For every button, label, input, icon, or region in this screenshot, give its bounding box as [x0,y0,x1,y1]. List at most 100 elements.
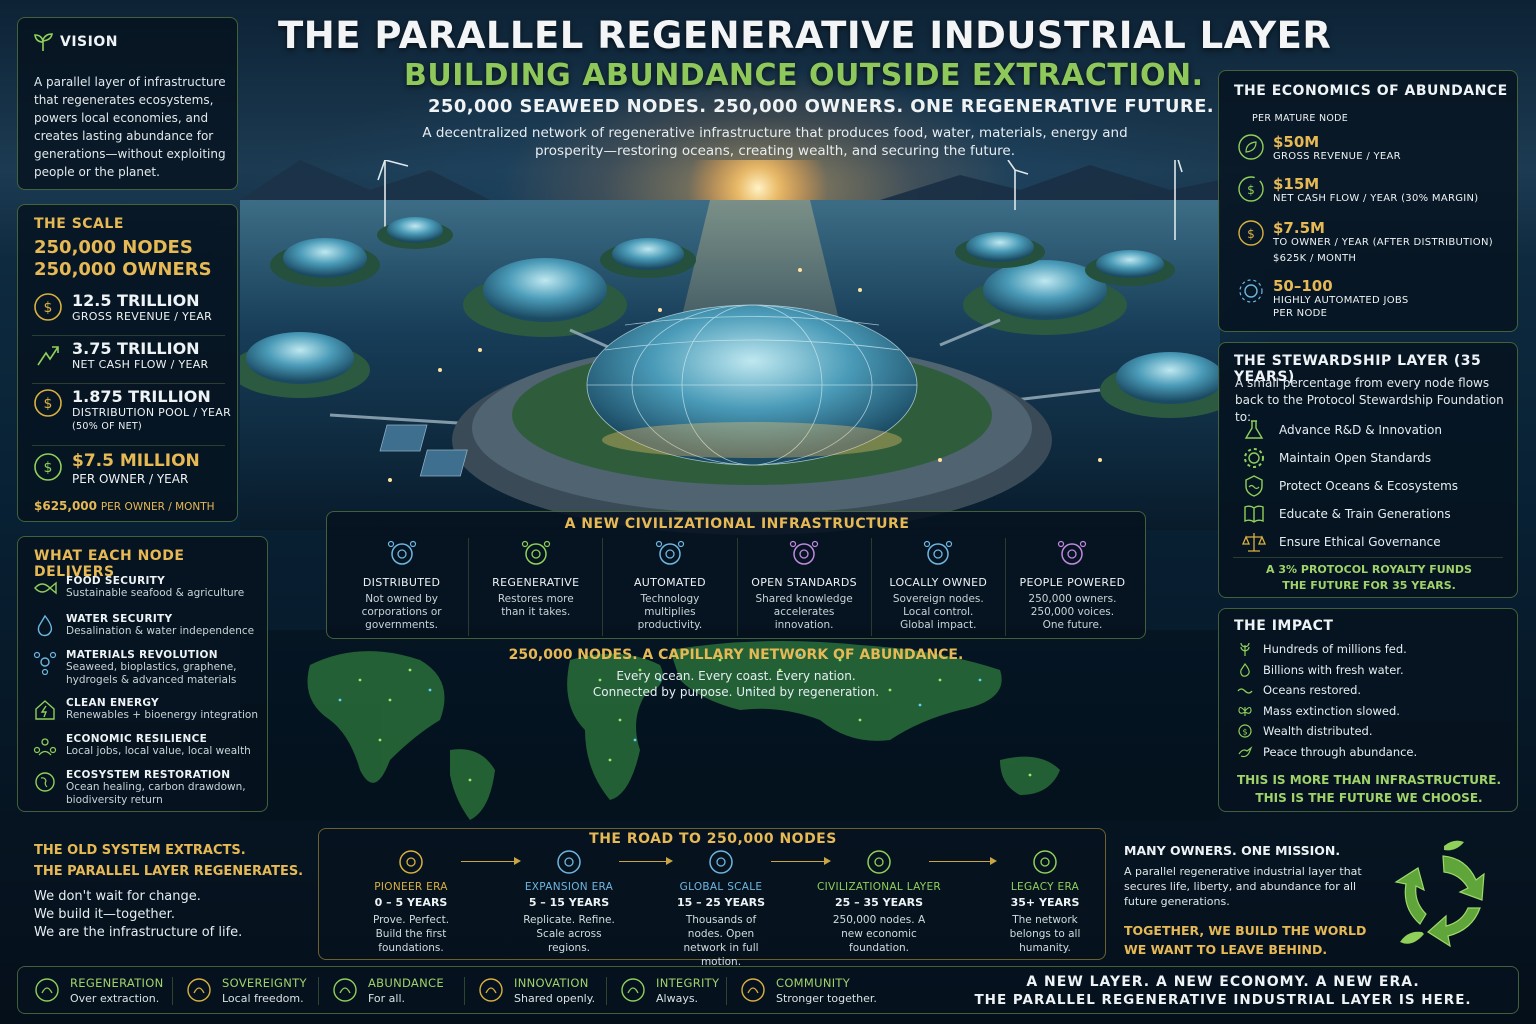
value-divider [726,977,727,1005]
stewardship-item-label: Ensure Ethical Governance [1279,535,1441,549]
values-bar: REGENERATION Over extraction. SOVEREIGNTY L… [17,966,1519,1014]
road-era-name: PIONEER ERA [374,881,448,893]
stewardship-item-label: Advance R&D & Innovation [1279,423,1442,437]
delivers-item-desc: Desalination & water independence [66,625,255,637]
civil-item: AUTOMATED Technology multiplies productiv… [602,538,736,636]
value-title: COMMUNITY [776,975,851,990]
old-system-line2: THE PARALLEL LAYER REGENERATES. [34,864,304,879]
svg-text:$: $ [44,460,53,476]
scale-note: (50% OF NET) [72,421,143,432]
stewardship-item-label: Protect Oceans & Ecosystems [1279,479,1459,493]
arrow-head-icon [514,857,521,865]
economics-extra: $625K / MONTH [1273,253,1357,264]
economics-label: HIGHLY AUTOMATED JOBS [1273,295,1409,306]
vision-title: VISION [60,34,118,50]
divider [1233,557,1503,558]
value-item: ABUNDANCE For all. [330,975,444,1005]
civil-item-title: AUTOMATED [633,576,706,589]
balance-scale-icon [1242,533,1266,552]
road-era-years: 35+ YEARS [1010,896,1080,909]
delivers-item: ECONOMIC RESILIENCE Local jobs, local val… [32,733,262,759]
value-desc: Stronger together. [776,991,877,1005]
vision-panel: VISION A parallel layer of infrastructur… [17,17,238,190]
delivers-item-desc: Local jobs, local value, local wealth [66,745,251,757]
stewardship-item: Educate & Train Generations [1241,501,1451,527]
road-era: GLOBAL SCALE 15 – 25 YEARS Thousands of no… [646,847,796,969]
economics-item: $ $7.5M TO OWNER / YEAR (AFTER DISTRIBUTI… [1237,219,1493,264]
closing-line1: A NEW LAYER. A NEW ECONOMY. A NEW ERA. [1026,974,1420,990]
expansion-compass-icon [557,850,581,874]
stewardship-item-label: Maintain Open Standards [1279,451,1432,465]
closing-line2: THE PARALLEL REGENERATIVE INDUSTRIAL LAY… [974,992,1472,1008]
economics-value: $7.5M [1273,219,1325,237]
arrow-head-icon [666,857,673,865]
wave-icon [1237,688,1253,694]
delivers-item: CLEAN ENERGY Renewables + bioenergy integ… [32,697,262,723]
road-era-desc: 250,000 nodes. A new economic foundation… [832,914,926,954]
flask-icon [1244,420,1264,439]
economics-label: NET CASH FLOW / YEAR (30% MARGIN) [1273,193,1479,204]
road-era-years: 0 – 5 YEARS [374,896,448,909]
innovation-gear-icon [479,978,503,1002]
mission-block: MANY OWNERS. ONE MISSION. A parallel reg… [1112,828,1522,960]
value-item: SOVEREIGNTY Local freedom. [184,975,307,1005]
book-icon [1244,505,1264,523]
main-title: THE PARALLEL REGENERATIVE INDUSTRIAL LAY… [278,14,1332,57]
fish-icon [34,581,57,595]
impact-item: Hundreds of millions fed. [1237,641,1407,657]
value-desc: Always. [656,991,699,1005]
scale-label: GROSS REVENUE / YEAR [72,310,213,323]
mission-cta: WE WANT TO LEAVE BEHIND. [1124,942,1328,957]
dove-icon [1238,746,1253,758]
impact-item-label: Billions with fresh water. [1263,663,1404,677]
gear-icon [1244,448,1264,468]
impact-item-label: Mass extinction slowed. [1263,704,1400,718]
tagline: 250,000 SEAWEED NODES. 250,000 OWNERS. O… [428,96,1215,117]
scale-label: NET CASH FLOW / YEAR [72,358,209,371]
pioneer-gear-icon [399,850,423,874]
gear-network-icon [1239,279,1263,303]
civil-item-title: DISTRIBUTED [362,576,441,589]
local-drop-icon [924,540,953,565]
road-era-years: 5 – 15 YEARS [528,896,610,909]
stewardship-title: THE STEWARDSHIP LAYER (35 YEARS) [1234,353,1482,385]
road-items: PIONEER ERA 0 – 5 YEARS Prove. Perfect. Bu… [319,847,1107,968]
road-era-name: GLOBAL SCALE [679,881,763,893]
delivers-item-title: MATERIALS REVOLUTION [66,649,218,661]
water-drop-icon [1240,662,1250,677]
civil-item-desc: Sovereign nodes. Local control. Global i… [892,593,984,631]
stewardship-item: Advance R&D & Innovation [1241,417,1442,443]
scale-title: THE SCALE [34,216,124,232]
sprout-icon [34,33,53,51]
people-powered-icon [1058,540,1087,565]
civil-item: REGENERATIVE Restores more than it takes. [468,538,602,636]
scale-owners: 250,000 OWNERS [34,259,212,280]
arrow-head-icon [824,857,831,865]
impact-item: Peace through abundance. [1237,744,1417,760]
value-desc: Over extraction. [70,991,160,1005]
network-line1: Every ocean. Every coast. Every nation. [616,669,856,683]
energy-house-icon [35,700,55,720]
intro-text: A decentralized network of regenerative … [422,125,1128,159]
civil-item: LOCALLY OWNED Sovereign nodes. Local cont… [870,538,1005,636]
wheat-icon [1240,642,1250,656]
civil-item-desc: Not owned by corporations or governments… [361,593,442,631]
impact-item-label: Wealth distributed. [1263,724,1373,738]
road-era-desc: Prove. Perfect. Build the first foundati… [372,914,450,954]
civil-item-desc: Shared knowledge accelerates innovation. [755,593,853,631]
impact-item: $ Wealth distributed. [1237,723,1373,739]
road-title: THE ROAD TO 250,000 NODES [589,831,837,847]
scale-footer-label: PER OWNER / MONTH [100,501,215,513]
stewardship-item: Protect Oceans & Ecosystems [1241,473,1458,499]
delivers-item: WATER SECURITY Desalination & water indep… [32,613,262,639]
scale-value: 3.75 TRILLION [72,339,200,358]
earth-leaf-icon [35,772,55,792]
civil-item-title: LOCALLY OWNED [889,576,988,589]
economics-label: TO OWNER / YEAR (AFTER DISTRIBUTION) [1273,237,1493,248]
dollar-leaf-icon: $ [1238,724,1252,738]
automated-people-icon [655,540,685,565]
impact-footer: THIS IS THE FUTURE WE CHOOSE. [1255,791,1483,805]
svg-text:$: $ [44,396,53,412]
delivers-item: ECOSYSTEM RESTORATION Ocean healing, carb… [32,769,262,807]
impact-item: Billions with fresh water. [1237,662,1404,678]
